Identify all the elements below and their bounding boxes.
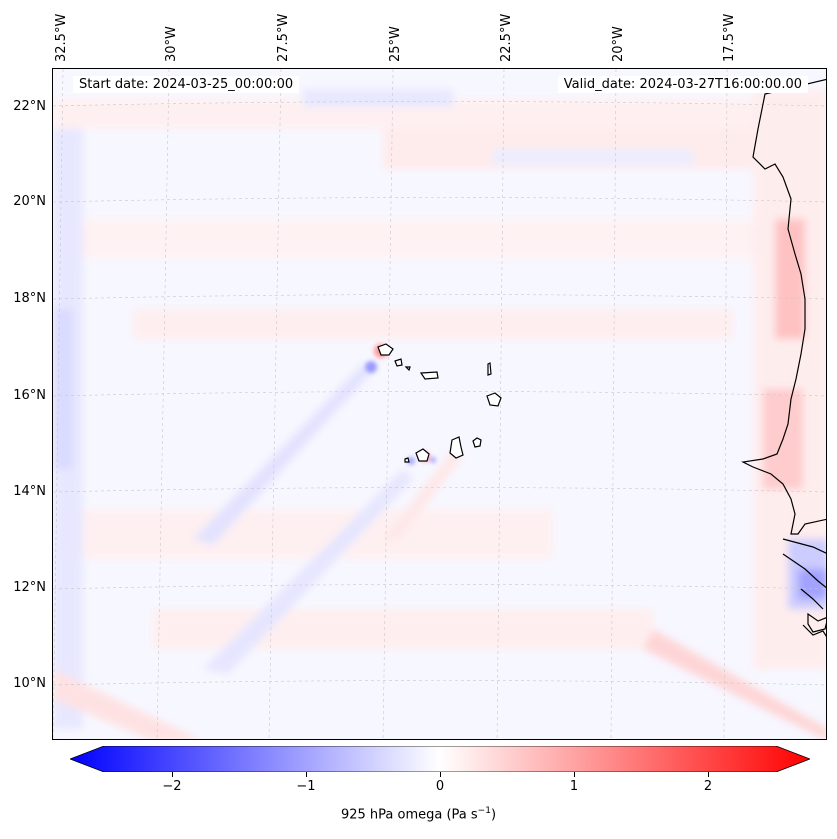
lon-label: 17.5°W xyxy=(722,13,737,62)
lon-label: 22.5°W xyxy=(499,13,514,62)
lat-label: 14°N xyxy=(13,484,46,499)
omega-field xyxy=(53,89,826,739)
lon-label: 27.5°W xyxy=(276,13,291,62)
colorbar-gradient xyxy=(70,746,810,772)
colorbar-label-text: 925 hPa omega (Pa s xyxy=(340,807,478,823)
colorbar-tickmark xyxy=(574,772,575,777)
lat-label: 20°N xyxy=(13,194,46,209)
colorbar-tickmark xyxy=(708,772,709,777)
colorbar-label-exponent: −1 xyxy=(477,806,491,816)
cape-verde-islands xyxy=(377,343,502,463)
start-date-label: Start date: 2024-03-25_00:00:00 xyxy=(73,76,300,93)
map-panel[interactable] xyxy=(52,68,827,740)
lon-label: 25°W xyxy=(388,26,403,62)
colorbar-label: 925 hPa omega (Pa s−1) xyxy=(0,806,837,822)
colorbar-tickmark xyxy=(440,772,441,777)
lon-label: 20°W xyxy=(611,26,626,62)
colorbar-tick: 2 xyxy=(703,779,713,794)
colorbar-tickmark xyxy=(172,772,173,777)
colorbar-tick: −2 xyxy=(162,779,182,794)
lon-label: 32.5°W xyxy=(54,13,69,62)
lat-label: 18°N xyxy=(13,291,46,306)
lon-label: 30°W xyxy=(164,26,179,62)
lat-label: 12°N xyxy=(13,580,46,595)
colorbar-tick: −1 xyxy=(296,779,316,794)
colorbar xyxy=(70,746,810,772)
coastline xyxy=(741,78,826,637)
colorbar-tick: 1 xyxy=(569,779,579,794)
graticule xyxy=(53,69,826,739)
lat-label: 16°N xyxy=(13,388,46,403)
colorbar-tickmark xyxy=(306,772,307,777)
colorbar-label-close: ) xyxy=(490,807,497,823)
colorbar-tick: 0 xyxy=(435,779,445,794)
omega-field-map xyxy=(53,69,826,739)
lat-label: 10°N xyxy=(13,676,46,691)
lat-label: 22°N xyxy=(13,99,46,114)
valid-date-label: Valid_date: 2024-03-27T16:00:00.00 xyxy=(557,76,808,93)
